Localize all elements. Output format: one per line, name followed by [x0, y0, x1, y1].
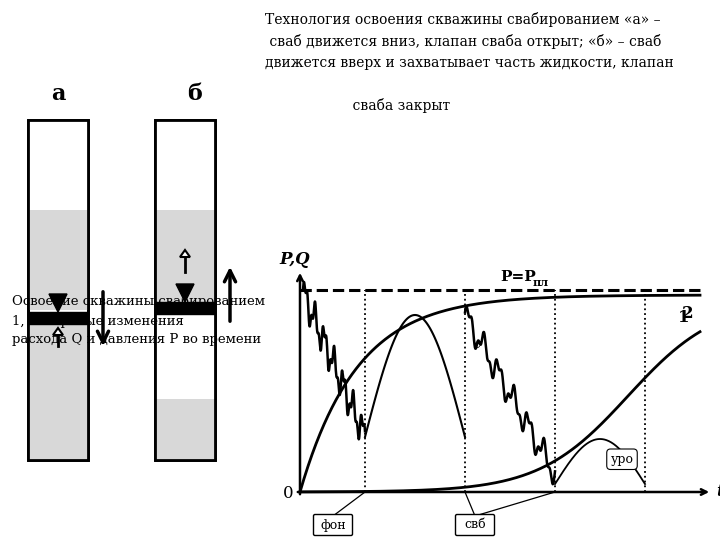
Text: уро: уро [611, 453, 634, 465]
Bar [28, 120, 88, 460]
Text: P=P: P=P [500, 270, 536, 284]
Text: свб: свб [464, 518, 486, 531]
Bar [28, 210, 88, 310]
FancyBboxPatch shape [456, 515, 495, 536]
Text: а: а [51, 83, 66, 105]
Bar [155, 399, 215, 460]
Polygon shape [180, 250, 190, 257]
Polygon shape [49, 294, 67, 312]
Text: Технология освоения скважины свабированием «а» –
 сваб движется вниз, клапан сва: Технология освоения скважины свабировани… [265, 12, 674, 113]
Bar [28, 312, 88, 324]
Bar [28, 324, 88, 460]
Text: 0: 0 [283, 485, 293, 503]
Text: P,Q: P,Q [279, 251, 310, 268]
Text: c: c [473, 339, 480, 352]
Text: пл: пл [533, 277, 549, 288]
Bar [155, 120, 215, 210]
Bar [155, 302, 215, 314]
Text: 2: 2 [682, 305, 693, 322]
Bar [28, 120, 88, 210]
Text: t: t [716, 483, 720, 501]
Bar [28, 120, 88, 460]
Text: 1: 1 [678, 309, 690, 326]
Bar [155, 210, 215, 302]
Bar [155, 120, 215, 460]
Text: Освоение скважины свабированием
1, 2 – кривые изменения
расхода Q и давления P в: Освоение скважины свабированием 1, 2 – к… [12, 295, 265, 347]
FancyBboxPatch shape [313, 515, 353, 536]
Text: б: б [188, 83, 202, 105]
Bar [155, 120, 215, 460]
Polygon shape [53, 328, 63, 335]
Bar [155, 314, 215, 399]
Polygon shape [176, 284, 194, 302]
Text: фон: фон [320, 518, 346, 531]
